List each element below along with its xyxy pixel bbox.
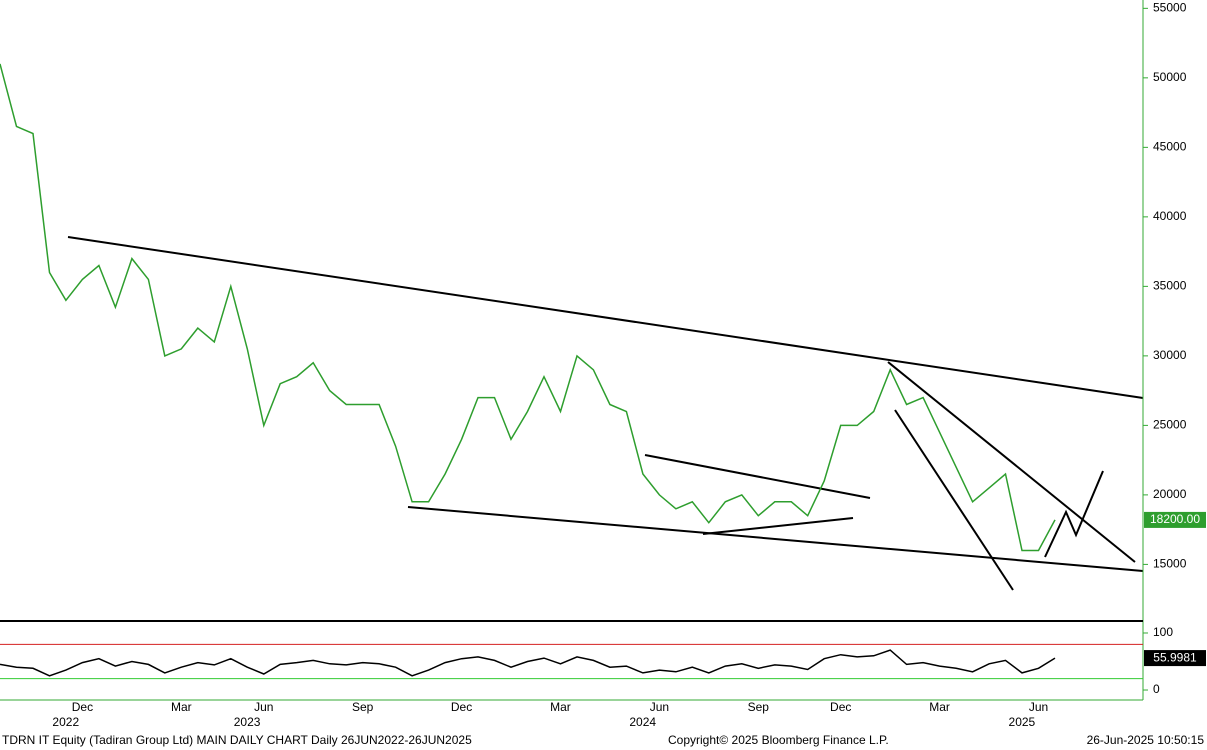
x-tick-label: Mar <box>929 700 950 714</box>
last-value-box <box>1144 650 1206 667</box>
x-tick-label: Jun <box>1029 700 1048 714</box>
x-year-label: 2022 <box>52 715 79 729</box>
price-line <box>0 649 1056 677</box>
y-tick-label: 30000 <box>1153 348 1187 362</box>
projection <box>1044 470 1104 558</box>
trend-line <box>644 454 871 499</box>
last-value-label: 55.9981 <box>1153 650 1197 664</box>
y-tick-label: 40000 <box>1153 209 1187 223</box>
y-tick-label: 100 <box>1153 625 1173 639</box>
price-line <box>0 63 1056 552</box>
x-tick-label: Dec <box>72 700 93 714</box>
x-tick-label: Mar <box>171 700 192 714</box>
last-value-box <box>1144 511 1206 528</box>
y-tick-label: 35000 <box>1153 279 1187 293</box>
y-tick-label: 15000 <box>1153 557 1187 571</box>
y-tick-label: 0 <box>1153 682 1160 696</box>
y-tick-label: 45000 <box>1153 140 1187 154</box>
x-tick-label: Sep <box>352 700 374 714</box>
y-tick-label: 55000 <box>1153 1 1187 15</box>
x-tick-label: Dec <box>451 700 472 714</box>
trend-line <box>887 361 1136 563</box>
trend-line <box>894 409 1014 591</box>
trend-line <box>407 506 1144 572</box>
x-year-label: 2023 <box>234 715 261 729</box>
footer-center: Copyright© 2025 Bloomberg Finance L.P. <box>668 733 889 747</box>
last-value-label: 18200.00 <box>1150 512 1200 526</box>
y-tick-label: 25000 <box>1153 418 1187 432</box>
x-tick-label: Jun <box>254 700 273 714</box>
y-tick-label: 20000 <box>1153 487 1187 501</box>
trend-line <box>67 236 1144 399</box>
x-tick-label: Dec <box>830 700 851 714</box>
footer-right: 26-Jun-2025 10:50:15 <box>1087 733 1205 747</box>
x-year-label: 2025 <box>1009 715 1036 729</box>
x-year-label: 2024 <box>629 715 656 729</box>
y-tick-label: 50000 <box>1153 70 1187 84</box>
x-tick-label: Sep <box>748 700 770 714</box>
x-tick-label: Mar <box>550 700 571 714</box>
footer-left: TDRN IT Equity (Tadiran Group Ltd) MAIN … <box>2 733 472 747</box>
trend-lines <box>67 236 1144 591</box>
x-tick-label: Jun <box>650 700 669 714</box>
trend-line <box>702 517 854 535</box>
